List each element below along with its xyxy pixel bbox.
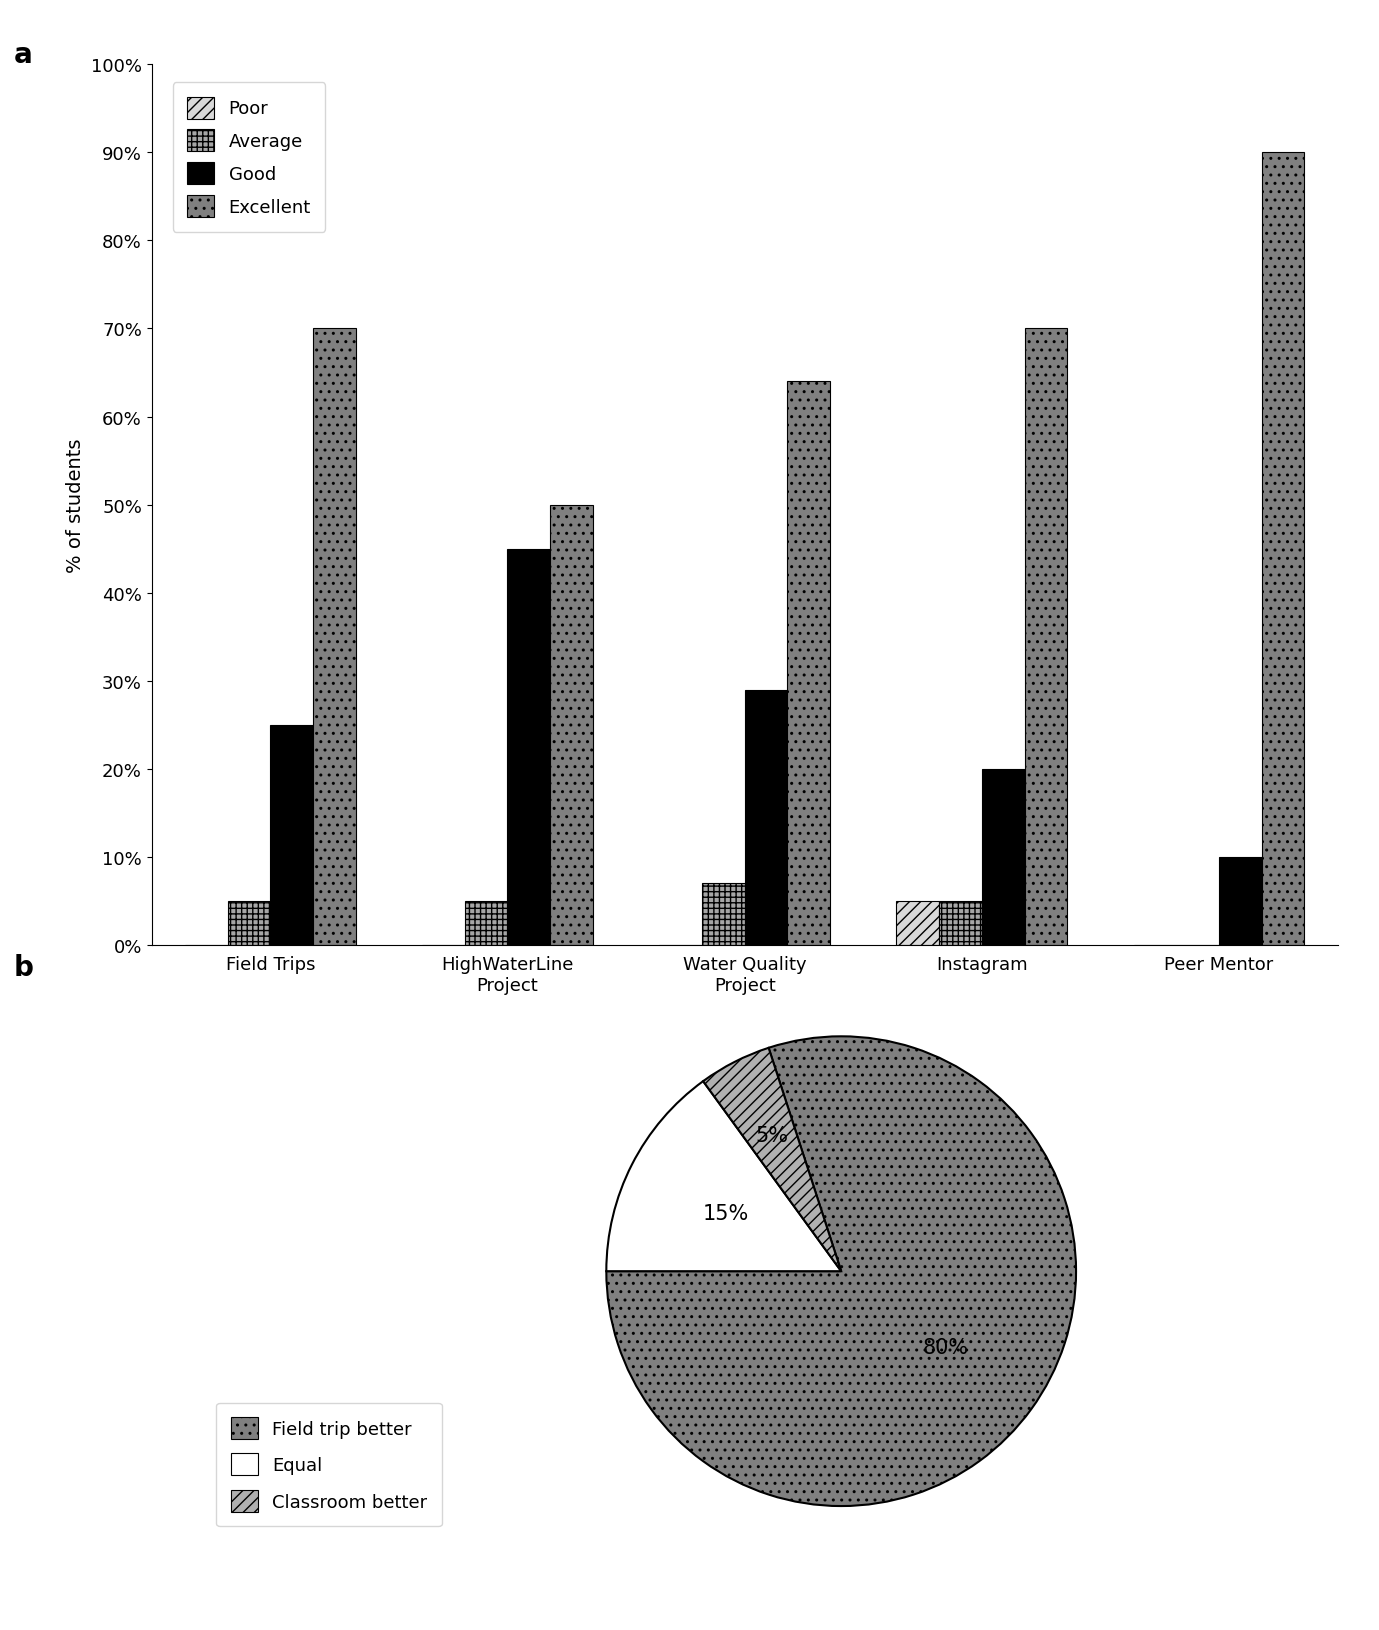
- Bar: [702, 883, 745, 945]
- Text: b: b: [14, 954, 33, 981]
- Bar: [896, 901, 939, 945]
- Bar: [939, 901, 982, 945]
- Bar: [228, 901, 270, 945]
- Text: a: a: [14, 41, 33, 68]
- Bar: [313, 329, 356, 945]
- Bar: [745, 689, 787, 945]
- Wedge shape: [607, 1037, 1076, 1506]
- Bar: [465, 901, 507, 945]
- Bar: [507, 549, 550, 945]
- Bar: [982, 769, 1025, 945]
- Text: 5%: 5%: [756, 1125, 789, 1146]
- Bar: [270, 725, 313, 945]
- Bar: [1219, 857, 1262, 945]
- Legend: Poor, Average, Good, Excellent: Poor, Average, Good, Excellent: [172, 83, 325, 233]
- Y-axis label: % of students: % of students: [66, 438, 85, 572]
- Wedge shape: [607, 1082, 841, 1271]
- Text: 15%: 15%: [703, 1203, 749, 1222]
- Bar: [550, 505, 593, 945]
- Text: 80%: 80%: [923, 1337, 969, 1358]
- Wedge shape: [703, 1048, 841, 1271]
- Legend: Field trip better, Equal, Classroom better: Field trip better, Equal, Classroom bett…: [217, 1403, 441, 1526]
- Bar: [787, 381, 830, 945]
- Bar: [1025, 329, 1067, 945]
- Bar: [1262, 153, 1305, 945]
